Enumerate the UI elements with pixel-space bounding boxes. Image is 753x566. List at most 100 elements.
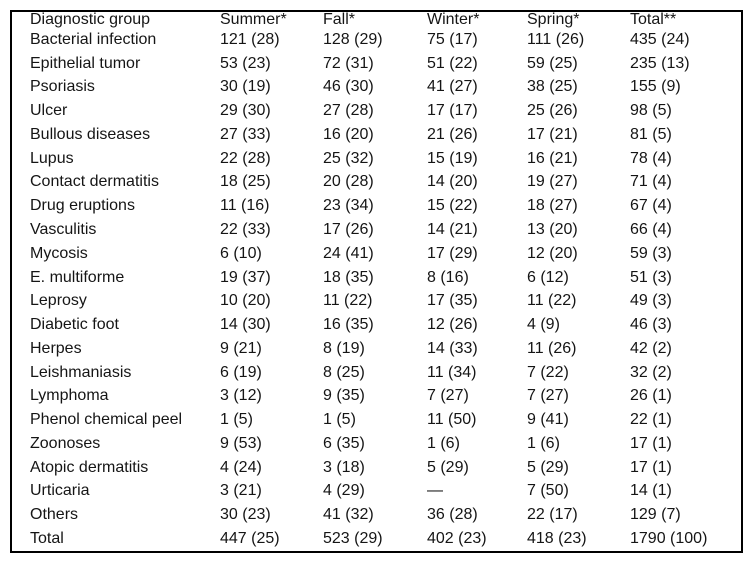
value-cell: 22 (33) <box>220 221 271 238</box>
table-frame: Diagnostic group Summer* Fall* Winter* S… <box>10 10 743 553</box>
column-header-spring: Spring* <box>527 12 580 28</box>
table-row: Psoriasis 30 (19) 46 (30) 41 (27) 38 (25) 155… <box>12 76 741 100</box>
value-cell: 19 (37) <box>220 268 271 286</box>
value-cell: 51 (3) <box>630 268 672 286</box>
value-cell: 81 (5) <box>630 125 672 143</box>
row-label-cell: Others <box>30 506 79 524</box>
value-cell: 27 (33) <box>220 125 271 143</box>
value-cell: 36 (28) <box>427 506 478 524</box>
table-header: Diagnostic group Summer* Fall* Winter* S… <box>12 12 741 28</box>
column-header-winter: Winter* <box>427 12 480 28</box>
table-row: Total 447 (25) 523 (29) 402 (23) 418 (23) 179… <box>12 527 741 551</box>
value-cell: 14 (21) <box>427 221 478 238</box>
table-row: Bullous diseases 27 (33) 16 (20) 21 (26) 17 … <box>12 123 741 147</box>
value-cell: 41 (32) <box>323 506 374 524</box>
table-row: Diabetic foot 14 (30) 16 (35) 12 (26) 4 (9) 4… <box>12 313 741 337</box>
value-cell: 19 (27) <box>527 173 578 191</box>
table-row: Phenol chemical peel 1 (5) 1 (5) 11 (50) 9 (… <box>12 408 741 432</box>
value-cell: 435 (24) <box>630 30 690 48</box>
column-header-fall: Fall* <box>323 12 356 28</box>
value-cell: 13 (20) <box>527 221 578 238</box>
value-cell: 46 (3) <box>630 316 672 334</box>
value-cell: 4 (29) <box>323 482 365 500</box>
row-label-cell: Mycosis <box>30 244 88 262</box>
value-cell: 21 (26) <box>427 125 478 143</box>
value-cell: 6 (35) <box>323 434 365 452</box>
row-label-cell: Psoriasis <box>30 78 95 96</box>
table-row: Contact dermatitis 18 (25) 20 (28) 14 (20) 1… <box>12 171 741 195</box>
row-label-cell: Lupus <box>30 149 74 167</box>
value-cell: 26 (1) <box>630 387 672 405</box>
table-row: Zoonoses 9 (53) 6 (35) 1 (6) 1 (6) 17 (1) <box>12 432 741 456</box>
value-cell: 8 (19) <box>323 339 365 357</box>
value-cell: 15 (19) <box>427 149 478 167</box>
value-cell: 447 (25) <box>220 530 280 548</box>
value-cell: 67 (4) <box>630 197 672 215</box>
value-cell: 27 (28) <box>323 102 374 120</box>
value-cell: 418 (23) <box>527 530 587 548</box>
column-header-diagnostic-group: Diagnostic group <box>30 12 151 28</box>
value-cell: 75 (17) <box>427 30 478 48</box>
value-cell: 1 (5) <box>323 411 356 429</box>
value-cell: 14 (20) <box>427 173 478 191</box>
value-cell: 121 (28) <box>220 30 280 48</box>
value-cell: 4 (9) <box>527 316 560 334</box>
value-cell: 11 (50) <box>427 411 477 429</box>
value-cell: 7 (27) <box>527 387 569 405</box>
value-cell: 128 (29) <box>323 30 383 48</box>
value-cell: 3 (21) <box>220 482 262 500</box>
value-cell: 17 (35) <box>427 292 478 310</box>
value-cell: 30 (19) <box>220 78 271 96</box>
value-cell: 1 (6) <box>527 434 560 452</box>
value-cell: 5 (29) <box>427 458 469 476</box>
row-label-cell: Leishmaniasis <box>30 363 132 381</box>
value-cell: 14 (1) <box>630 482 672 500</box>
value-cell: 25 (26) <box>527 102 578 120</box>
table-row: Drug eruptions 11 (16) 23 (34) 15 (22) 18 (2… <box>12 194 741 218</box>
value-cell: 235 (13) <box>630 54 690 72</box>
value-cell: 59 (3) <box>630 244 672 262</box>
row-label-cell: Bacterial infection <box>30 30 157 48</box>
value-cell: 18 (35) <box>323 268 374 286</box>
row-label-cell: Zoonoses <box>30 434 101 452</box>
table-row: Lymphoma 3 (12) 9 (35) 7 (27) 7 (27) 26 (1) <box>12 384 741 408</box>
value-cell: 20 (28) <box>323 173 374 191</box>
value-cell: 12 (20) <box>527 244 578 262</box>
value-cell: 29 (30) <box>220 102 271 120</box>
value-cell: 46 (30) <box>323 78 374 96</box>
value-cell: 49 (3) <box>630 292 672 310</box>
value-cell: 42 (2) <box>630 339 672 357</box>
value-cell: 16 (35) <box>323 316 374 334</box>
value-cell: 6 (19) <box>220 363 262 381</box>
table-row: Bacterial infection 121 (28) 128 (29) 75 (1… <box>12 28 741 52</box>
value-cell: 15 (22) <box>427 197 478 215</box>
value-cell: 7 (27) <box>427 387 469 405</box>
row-label-cell: E. multiforme <box>30 268 125 286</box>
value-cell: 14 (33) <box>427 339 478 357</box>
value-cell: 59 (25) <box>527 54 578 72</box>
value-cell: 9 (41) <box>527 411 569 429</box>
value-cell: 22 (28) <box>220 149 271 167</box>
value-cell: 51 (22) <box>427 54 478 72</box>
table-row: Vasculitis 22 (33) 17 (26) 14 (21) 13 (20) 66… <box>12 218 741 242</box>
row-label-cell: Drug eruptions <box>30 197 135 215</box>
table-row: Others 30 (23) 41 (32) 36 (28) 22 (17) 129 (7… <box>12 503 741 527</box>
value-cell: 3 (18) <box>323 458 365 476</box>
value-cell: 9 (21) <box>220 339 262 357</box>
value-cell: 30 (23) <box>220 506 271 524</box>
table-row: Ulcer 29 (30) 27 (28) 17 (17) 25 (26) 98 (5) <box>12 99 741 123</box>
value-cell: 9 (35) <box>323 387 365 405</box>
value-cell: 10 (20) <box>220 292 271 310</box>
table-row: Mycosis 6 (10) 24 (41) 17 (29) 12 (20) 59 (3) <box>12 242 741 266</box>
value-cell: 41 (27) <box>427 78 478 96</box>
row-label-cell: Epithelial tumor <box>30 54 141 72</box>
value-cell: 22 (17) <box>527 506 578 524</box>
value-cell: 5 (29) <box>527 458 569 476</box>
value-cell: 8 (16) <box>427 268 469 286</box>
value-cell: 14 (30) <box>220 316 271 334</box>
row-label-cell: Ulcer <box>30 102 68 120</box>
table-row: E. multiforme 19 (37) 18 (35) 8 (16) 6 (12) 5… <box>12 266 741 290</box>
value-cell: 7 (22) <box>527 363 569 381</box>
value-cell: 72 (31) <box>323 54 374 72</box>
table-row: Herpes 9 (21) 8 (19) 14 (33) 11 (26) 42 (2) <box>12 337 741 361</box>
